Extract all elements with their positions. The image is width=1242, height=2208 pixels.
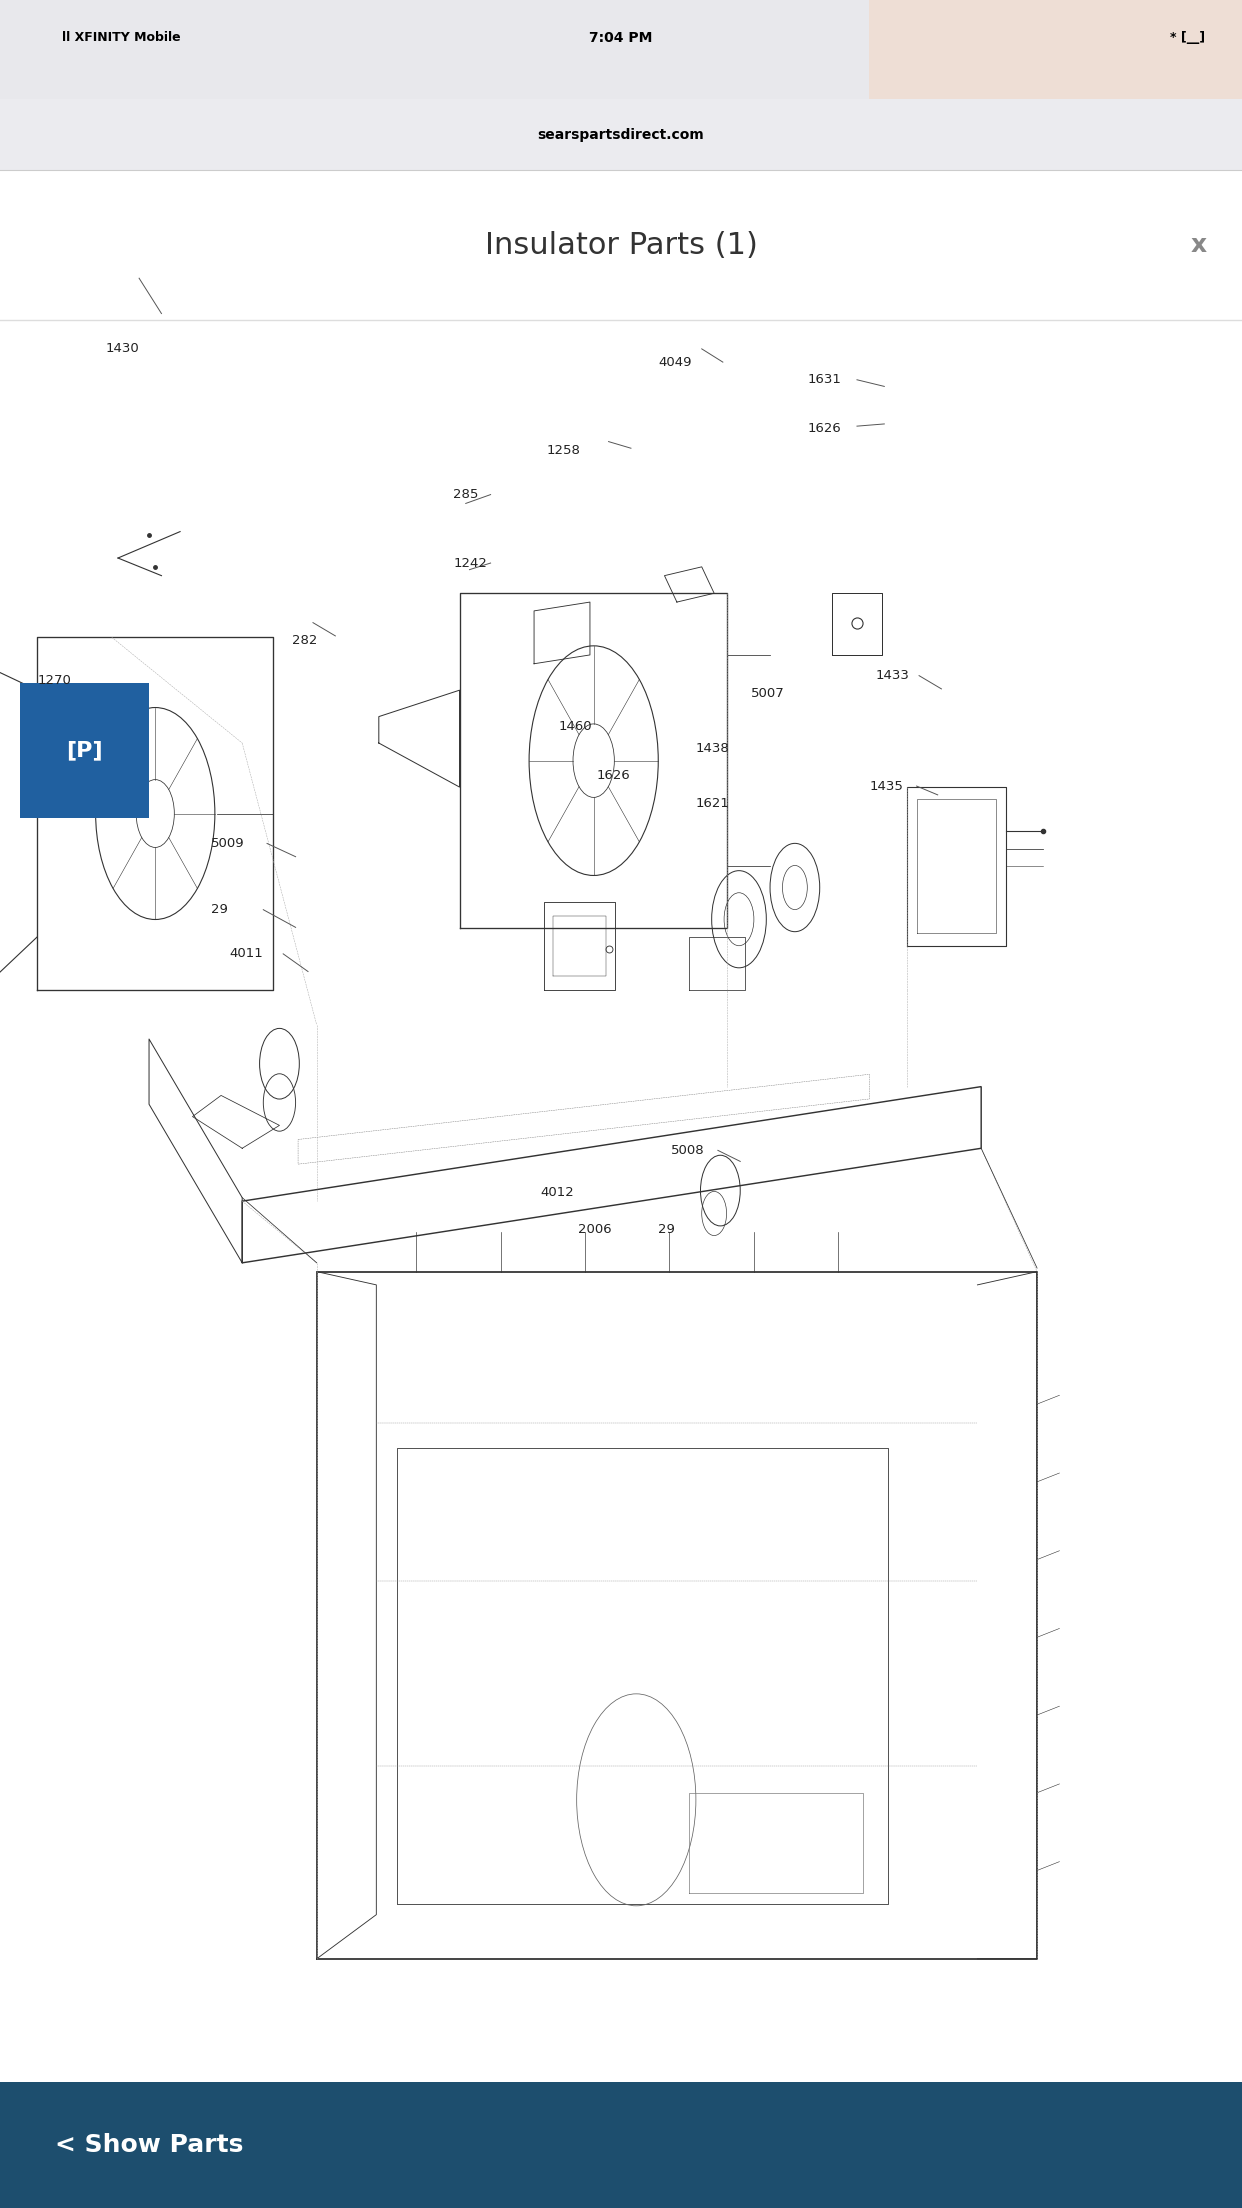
Bar — [0, 2082, 1242, 2208]
Text: x: x — [1191, 234, 1206, 256]
Text: 1626: 1626 — [807, 422, 841, 435]
Text: 1626: 1626 — [596, 768, 630, 782]
Text: Insulator Parts (1): Insulator Parts (1) — [484, 230, 758, 261]
Text: 282: 282 — [292, 634, 317, 647]
Bar — [0, 0, 1242, 99]
Text: 2006: 2006 — [578, 1223, 611, 1236]
Text: 1242: 1242 — [453, 556, 487, 570]
Text: [P]: [P] — [66, 740, 103, 760]
Text: 1270: 1270 — [37, 673, 71, 687]
Bar — [0, 170, 1242, 320]
Bar — [0, 320, 1242, 2082]
Text: 5008: 5008 — [671, 1144, 704, 1157]
Text: searspartsdirect.com: searspartsdirect.com — [538, 128, 704, 141]
Text: 1258: 1258 — [546, 444, 580, 457]
Text: 285: 285 — [453, 488, 478, 501]
Text: 1460: 1460 — [559, 720, 592, 733]
Text: 4012: 4012 — [540, 1186, 574, 1199]
Text: 7:04 PM: 7:04 PM — [589, 31, 653, 44]
FancyBboxPatch shape — [20, 682, 149, 817]
Text: < Show Parts: < Show Parts — [55, 2133, 243, 2157]
Text: 4011: 4011 — [230, 947, 263, 960]
Text: 1430: 1430 — [106, 342, 139, 355]
Bar — [0, 99, 1242, 170]
Text: 5009: 5009 — [211, 837, 245, 850]
FancyBboxPatch shape — [869, 0, 1242, 99]
Text: 1621: 1621 — [696, 797, 729, 810]
Text: * [__]: * [__] — [1170, 31, 1205, 44]
Text: 29: 29 — [658, 1223, 676, 1236]
Text: 4049: 4049 — [658, 355, 692, 369]
Text: 1433: 1433 — [876, 669, 909, 682]
Text: ll XFINITY Mobile: ll XFINITY Mobile — [62, 31, 181, 44]
Text: 29: 29 — [211, 903, 229, 916]
Text: 1435: 1435 — [869, 779, 903, 793]
Text: 1438: 1438 — [696, 742, 729, 755]
Text: 5007: 5007 — [751, 687, 785, 700]
Text: 1631: 1631 — [807, 373, 841, 386]
